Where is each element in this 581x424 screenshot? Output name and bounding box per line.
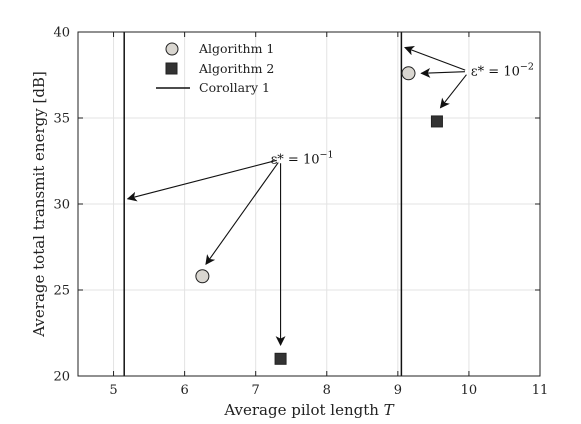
x-axis-label: Average pilot length T bbox=[223, 401, 394, 419]
y-tick-label: 25 bbox=[53, 284, 70, 299]
corollary-lines bbox=[123, 32, 403, 376]
annotation-arrow bbox=[126, 159, 277, 202]
annotation-arrow bbox=[439, 74, 467, 109]
annotations: ε* = 10−1 ε* = 10−2 bbox=[271, 62, 534, 168]
y-tick-label: 35 bbox=[53, 112, 70, 127]
algorithm-1-point bbox=[195, 269, 210, 284]
axis-ticks: 5 6 7 8 9 10 11 20 25 30 35 40 bbox=[53, 26, 548, 399]
epsilon-annotation: ε* = 10−2 bbox=[471, 62, 534, 80]
y-tick-label: 20 bbox=[53, 370, 70, 385]
legend-marker-algorithm-2 bbox=[165, 62, 178, 75]
epsilon-annotation: ε* = 10−1 bbox=[271, 149, 334, 167]
x-tick-label: 8 bbox=[323, 383, 331, 398]
legend-label-corollary-1: Corollary 1 bbox=[199, 80, 270, 95]
legend-label-algorithm-1: Algorithm 1 bbox=[198, 41, 274, 56]
y-axis-label: Average total transmit energy [dB] bbox=[30, 71, 48, 338]
legend-label-algorithm-2: Algorithm 2 bbox=[198, 61, 274, 76]
annotation-arrows bbox=[126, 45, 467, 347]
algorithm-2-point bbox=[274, 352, 287, 365]
data-points bbox=[195, 66, 443, 365]
x-tick-label: 9 bbox=[394, 383, 402, 398]
annotation-arrow bbox=[404, 45, 466, 71]
x-tick-label: 6 bbox=[180, 383, 188, 398]
legend: Algorithm 1 Algorithm 2 Corollary 1 bbox=[156, 41, 274, 95]
x-tick-label: 5 bbox=[109, 383, 117, 398]
y-tick-label: 40 bbox=[53, 26, 70, 41]
annotation-arrow bbox=[420, 68, 465, 78]
annotation-arrow bbox=[205, 162, 279, 266]
x-tick-label: 11 bbox=[532, 383, 549, 398]
y-tick-label: 30 bbox=[53, 198, 70, 213]
algorithm-2-point bbox=[430, 115, 443, 128]
x-tick-label: 7 bbox=[252, 383, 260, 398]
x-tick-label: 10 bbox=[461, 383, 478, 398]
legend-marker-algorithm-1 bbox=[165, 42, 179, 56]
algorithm-1-point bbox=[401, 66, 416, 81]
